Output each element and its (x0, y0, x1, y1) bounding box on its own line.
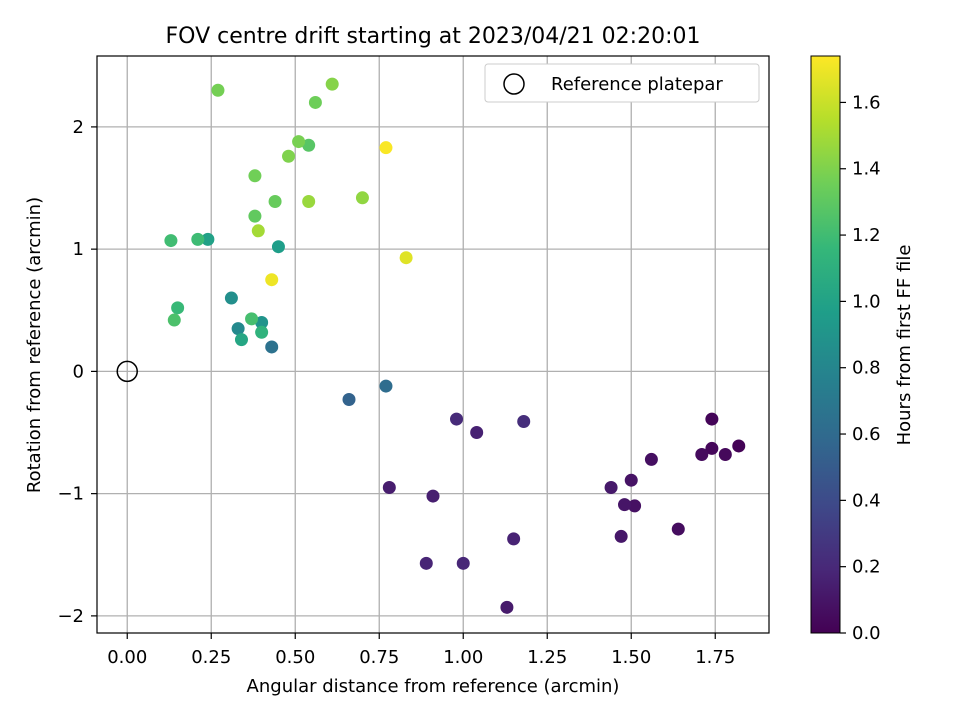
data-point-18 (456, 556, 470, 570)
y-axis-label: Rotation from reference (arcmin) (24, 197, 45, 493)
data-point-49 (265, 273, 279, 287)
data-point-13 (382, 481, 396, 495)
colorbar-tick-label-7: 1.4 (852, 159, 881, 180)
data-point-4 (695, 448, 709, 462)
data-point-37 (248, 209, 262, 223)
data-point-20 (517, 415, 531, 429)
y-tick-label-0: −2 (57, 606, 84, 627)
colorbar-tick-label-5: 1.0 (852, 291, 881, 312)
data-point-28 (201, 232, 215, 246)
data-point-31 (164, 234, 178, 248)
data-point-8 (624, 473, 638, 487)
data-point-23 (265, 340, 279, 354)
x-tick-label-2: 0.50 (275, 647, 315, 668)
chart-title: FOV centre drift starting at 2023/04/21 … (166, 24, 701, 49)
x-tick-label-3: 0.75 (359, 647, 399, 668)
data-point-34 (245, 312, 259, 326)
data-point-9 (618, 498, 632, 512)
data-point-19 (450, 412, 464, 426)
y-tick-label-1: −1 (57, 484, 84, 505)
data-point-25 (224, 291, 238, 305)
data-point-32 (191, 232, 205, 246)
data-point-24 (231, 322, 245, 336)
colorbar-ticks: 0.0 0.2 0.4 0.6 0.8 1.0 1.2 1.4 1.6 (840, 92, 881, 644)
data-point-2 (705, 441, 719, 455)
colorbar-tick-label-2: 0.4 (852, 490, 881, 511)
data-point-35 (167, 313, 181, 327)
data-point-44 (325, 77, 339, 91)
x-axis-ticks: 0.00 0.25 0.50 0.75 1.00 1.25 1.50 1.75 (107, 633, 735, 668)
colorbar-tick-label-1: 0.2 (852, 557, 881, 578)
data-point-42 (308, 95, 322, 109)
data-point-45 (355, 191, 369, 205)
colorbar-tick-label-3: 0.6 (852, 424, 881, 445)
x-tick-label-6: 1.50 (611, 647, 651, 668)
legend-box (484, 63, 760, 103)
reference-point (116, 360, 138, 383)
colorbar-tick-label-8: 1.6 (852, 92, 881, 113)
data-point-43 (211, 83, 225, 97)
data-point-29 (234, 333, 248, 347)
data-point-33 (171, 301, 185, 315)
legend-reference-label: Reference platepar (551, 74, 723, 95)
x-tick-label-7: 1.75 (695, 647, 735, 668)
legend: Reference platepar (484, 63, 760, 103)
y-tick-label-4: 2 (73, 117, 84, 138)
data-point-15 (470, 426, 484, 440)
data-point-7 (628, 499, 642, 513)
x-tick-label-4: 1.00 (443, 647, 483, 668)
colorbar-tick-label-4: 0.8 (852, 358, 881, 379)
colorbar: 0.0 0.2 0.4 0.6 0.8 1.0 1.2 1.4 1.6 Hours from f… (810, 55, 915, 644)
data-point-21 (342, 393, 356, 407)
data-point-30 (255, 325, 269, 339)
data-point-27 (271, 240, 285, 254)
colorbar-tick-label-0: 0.0 (852, 623, 881, 644)
data-point-12 (500, 600, 514, 614)
colorbar-tick-label-6: 1.2 (852, 225, 881, 246)
grid-lines (97, 56, 769, 633)
x-tick-label-1: 0.25 (191, 647, 231, 668)
data-point-50 (379, 141, 393, 155)
data-point-1 (705, 412, 719, 426)
colorbar-gradient (810, 55, 841, 634)
y-tick-label-2: 0 (73, 361, 84, 382)
data-point-48 (399, 251, 413, 265)
data-point-41 (282, 149, 296, 163)
data-point-10 (614, 529, 628, 543)
data-point-46 (302, 194, 316, 208)
data-point-0 (732, 439, 746, 453)
data-point-38 (268, 194, 282, 208)
plot-frame (96, 55, 770, 634)
data-point-11 (604, 481, 618, 495)
data-points (164, 77, 746, 614)
y-axis-ticks: −2 −1 0 1 2 (57, 117, 97, 627)
data-point-17 (419, 556, 433, 570)
data-point-47 (251, 224, 265, 238)
data-point-6 (644, 452, 658, 466)
data-point-40 (292, 135, 306, 149)
y-tick-label-3: 1 (73, 239, 84, 260)
data-point-26 (255, 315, 269, 329)
data-point-14 (426, 489, 440, 503)
reference-marker (116, 360, 138, 383)
data-point-3 (718, 448, 732, 462)
data-point-22 (379, 379, 393, 393)
legend-reference-icon (503, 73, 525, 95)
data-point-5 (671, 522, 685, 536)
data-point-16 (507, 532, 521, 546)
data-point-39 (248, 169, 262, 183)
x-axis-label: Angular distance from reference (arcmin) (247, 676, 620, 697)
x-tick-label-5: 1.25 (527, 647, 567, 668)
colorbar-label: Hours from first FF file (894, 245, 915, 446)
data-point-36 (302, 138, 316, 152)
x-tick-label-0: 0.00 (107, 647, 147, 668)
